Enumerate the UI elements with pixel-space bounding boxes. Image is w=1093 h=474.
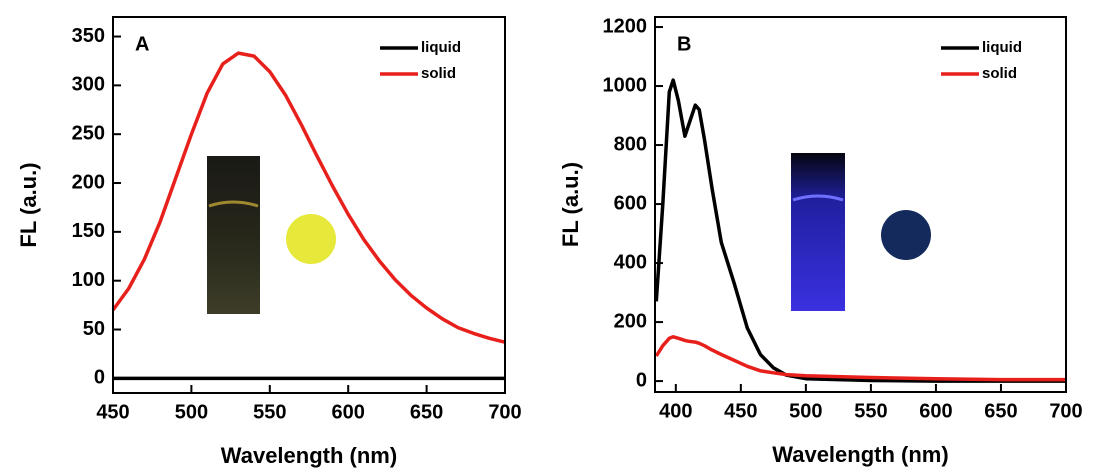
- x-tick-label: 650: [984, 400, 1017, 422]
- plot-frame: [112, 16, 506, 394]
- solid-sample: [286, 214, 336, 264]
- x-tick-label: 500: [789, 400, 822, 422]
- panel-label: A: [135, 33, 149, 55]
- legend-label: solid: [421, 65, 456, 82]
- y-tick-label: 250: [72, 122, 105, 144]
- series-line: [654, 335, 1066, 382]
- meniscus: [792, 194, 844, 202]
- legend-label: liquid: [982, 39, 1022, 56]
- y-tick-label: 600: [614, 192, 647, 214]
- y-tick-label: 300: [72, 74, 105, 96]
- x-tick-label: 600: [919, 400, 952, 422]
- series-line: [654, 78, 1066, 383]
- legend-label: liquid: [421, 39, 461, 56]
- meniscus: [208, 200, 259, 208]
- x-tick-label: 400: [659, 400, 692, 422]
- y-axis-label: FL (a.u.): [558, 162, 583, 247]
- vial-image: [791, 153, 845, 311]
- y-tick-label: 50: [83, 318, 105, 340]
- inset-a: [207, 156, 336, 314]
- y-tick-label: 200: [72, 171, 105, 193]
- plot-frame: [654, 16, 1067, 393]
- x-tick-label: 450: [96, 401, 129, 423]
- series-line: [111, 51, 506, 344]
- y-tick-label: 400: [614, 251, 647, 273]
- inset-b: [791, 153, 931, 311]
- y-axis-label: FL (a.u.): [16, 162, 41, 247]
- x-tick-label: 600: [332, 401, 365, 423]
- y-tick-label: 0: [636, 369, 647, 391]
- x-tick-label: 500: [175, 401, 208, 423]
- panel-label: B: [677, 33, 691, 55]
- y-tick-label: 200: [614, 310, 647, 332]
- y-tick-label: 800: [614, 133, 647, 155]
- y-tick-label: 100: [72, 269, 105, 291]
- x-tick-label: 550: [253, 401, 286, 423]
- x-tick-label: 450: [724, 400, 757, 422]
- y-tick-label: 150: [72, 220, 105, 242]
- y-tick-label: 1200: [603, 15, 648, 37]
- x-tick-label: 650: [410, 401, 443, 423]
- y-tick-label: 350: [72, 25, 105, 47]
- x-tick-label: 700: [1049, 400, 1082, 422]
- vial-image: [207, 156, 260, 314]
- legend-label: solid: [982, 65, 1017, 82]
- x-tick-label: 550: [854, 400, 887, 422]
- y-tick-label: 1000: [603, 74, 648, 96]
- solid-sample: [881, 210, 931, 260]
- x-axis-label: Wavelength (nm): [221, 443, 397, 468]
- y-tick-label: 0: [94, 367, 105, 389]
- x-axis-label: Wavelength (nm): [772, 442, 948, 467]
- x-tick-label: 700: [488, 401, 521, 423]
